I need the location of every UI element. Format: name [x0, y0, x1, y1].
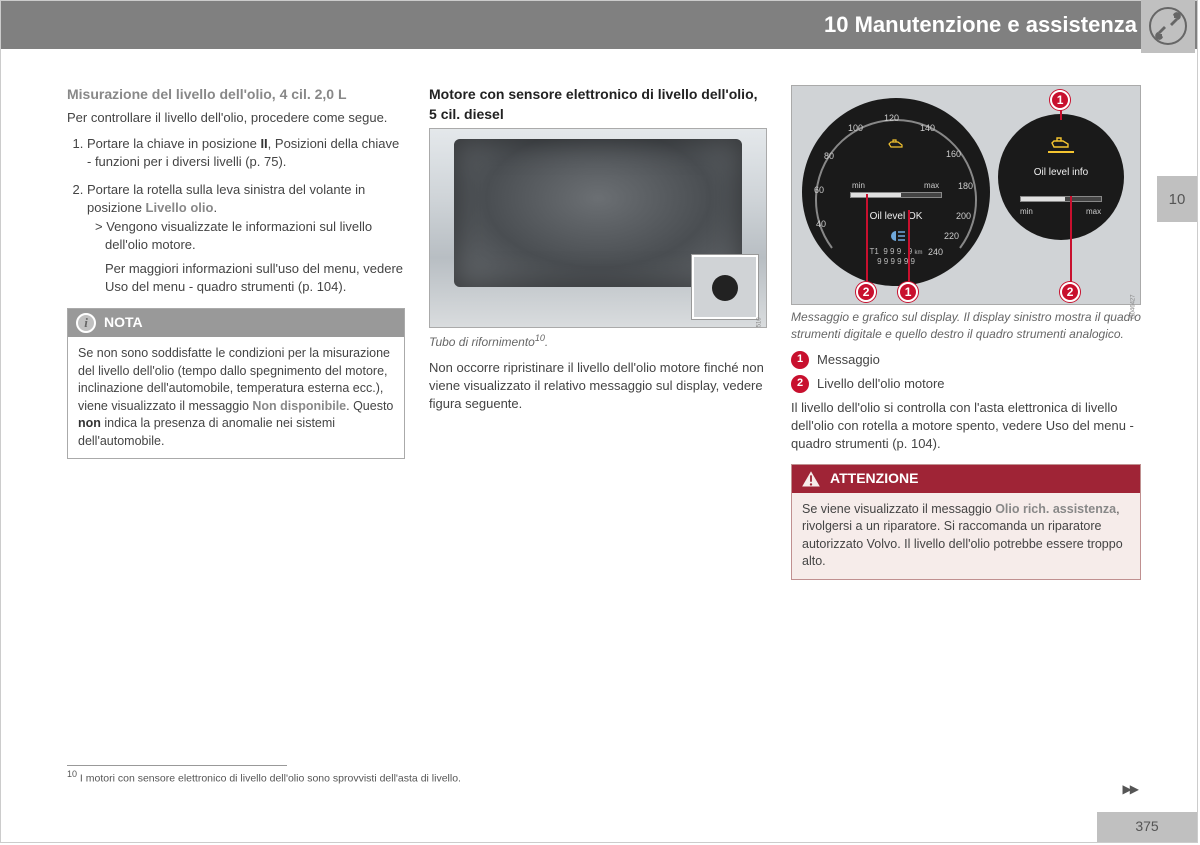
legend-num-1: 1: [791, 351, 809, 369]
engine-figure: G044510: [429, 128, 767, 328]
figure-code-2: G046427: [1130, 294, 1138, 319]
page-number-bar: 375: [1097, 812, 1197, 842]
chapter-title: 10 Manutenzione e assistenza: [824, 10, 1137, 41]
note-text-e: indica la presenza di anomalie nei siste…: [78, 416, 335, 448]
oil-wave: [1048, 151, 1074, 153]
warning-body: Se viene visualizzato il messaggio Olio …: [792, 493, 1140, 579]
oil-level-info: Oil level info: [998, 166, 1124, 180]
footnote: 10 I motori con sensore elettronico di l…: [67, 768, 461, 786]
filler-cap-inset: [692, 255, 758, 319]
step1-key: II: [260, 136, 267, 151]
content-columns: Misurazione del livello dell'olio, 4 cil…: [1, 49, 1197, 580]
step-2: Portare la rotella sulla leva sinistra d…: [87, 181, 405, 296]
step2-sub1: > Vengono visualizzate le informazioni s…: [87, 218, 405, 254]
warning-box: ATTENZIONE Se viene visualizzato il mess…: [791, 464, 1141, 580]
oilcan-icon-big: [888, 138, 904, 150]
gauge-caption: Messaggio e grafico sul display. Il disp…: [791, 309, 1141, 343]
digital-cluster-dial: 40 60 80 100 120 140 160 180 200 220 240…: [802, 98, 990, 286]
chapter-icon-wrap: [1141, 0, 1195, 53]
oil-level-ok: Oil level OK: [802, 210, 990, 224]
warn-text-b: Olio rich. assistenza: [995, 502, 1116, 516]
footnote-separator: [67, 765, 287, 766]
step2-text-c: .: [213, 200, 217, 215]
step1-text-a: Portare la chiave in posizione: [87, 136, 260, 151]
step2-text-a: Portare la rotella sulla leva sinistra d…: [87, 182, 365, 215]
trip: 9 9 9 9 9 9: [802, 256, 990, 267]
speed-160: 160: [946, 148, 961, 161]
speed-60: 60: [814, 184, 824, 197]
legend-2: 2 Livello dell'olio motore: [791, 375, 1141, 393]
speed-180: 180: [958, 180, 973, 193]
gauge-figure: 40 60 80 100 120 140 160 180 200 220 240…: [791, 85, 1141, 305]
small-min: min: [1020, 206, 1033, 217]
analog-cluster-dial: Oil level info min max: [998, 114, 1124, 240]
oilcan-icon-small: [1051, 136, 1071, 150]
callout-1-top: 1: [1050, 90, 1070, 110]
caption-dot: .: [545, 335, 548, 349]
continuation-arrows: ▶▶: [1123, 781, 1137, 798]
footnote-num: 10: [67, 769, 77, 779]
callout-1-left: 1: [898, 282, 918, 302]
note-text-d: non: [78, 416, 101, 430]
highbeam-icon: [886, 230, 906, 242]
caption-sup: 10: [535, 333, 545, 343]
big-min: min: [852, 180, 865, 191]
caption-text: Tubo di rifornimento: [429, 335, 535, 349]
page-number: 375: [1135, 817, 1158, 837]
note-text-c: . Questo: [346, 399, 393, 413]
side-tab: 10: [1157, 176, 1197, 222]
footnote-text: I motori con sensore elettronico di live…: [77, 772, 461, 784]
col1-heading: Misurazione del livello dell'olio, 4 cil…: [67, 85, 405, 105]
engine-caption: Tubo di rifornimento10.: [429, 332, 767, 351]
col3-para: Il livello dell'olio si controlla con l'…: [791, 399, 1141, 454]
column-2: Motore con sensore elettronico di livell…: [429, 85, 767, 580]
speed-220: 220: [944, 230, 959, 243]
line-b1: [908, 210, 910, 288]
small-max: max: [1086, 206, 1101, 217]
legend-num-2: 2: [791, 375, 809, 393]
maintenance-icon: [1148, 6, 1188, 46]
col2-para: Non occorre ripristinare il livello dell…: [429, 359, 767, 414]
note-title: NOTA: [104, 313, 143, 333]
trip-t1: T1: [870, 247, 879, 256]
col2-heading: Motore con sensore elettronico di livell…: [429, 85, 767, 124]
legend-1-text: Messaggio: [817, 351, 880, 369]
chapter-header: 10 Manutenzione e assistenza: [1, 1, 1197, 49]
speed-80: 80: [824, 150, 834, 163]
step2-link: Livello olio: [146, 200, 214, 215]
note-text-b: Non disponibile: [252, 399, 346, 413]
side-tab-number: 10: [1169, 189, 1186, 210]
column-3: 40 60 80 100 120 140 160 180 200 220 240…: [791, 85, 1141, 580]
figure-code-1: G044510: [756, 317, 764, 328]
legend-2-text: Livello dell'olio motore: [817, 375, 945, 393]
warning-header: ATTENZIONE: [792, 465, 1140, 493]
note-header: i NOTA: [68, 309, 404, 337]
page: 10 Manutenzione e assistenza 10 Misurazi…: [0, 0, 1198, 843]
col1-steps: Portare la chiave in posizione II, Posiz…: [67, 135, 405, 297]
callout-2-right: 2: [1060, 282, 1080, 302]
big-oil-bar: [850, 192, 942, 198]
step2-sub2: Per maggiori informazioni sull'uso del m…: [87, 260, 405, 296]
legend-1: 1 Messaggio: [791, 351, 1141, 369]
speed-100: 100: [848, 122, 863, 135]
callout-2-left: 2: [856, 282, 876, 302]
small-oil-bar: [1020, 196, 1102, 202]
speed-140: 140: [920, 122, 935, 135]
note-body: Se non sono soddisfatte le condizioni pe…: [68, 337, 404, 458]
note-box: i NOTA Se non sono soddisfatte le condiz…: [67, 308, 405, 459]
info-icon: i: [76, 313, 96, 333]
warning-title: ATTENZIONE: [830, 469, 918, 489]
column-1: Misurazione del livello dell'olio, 4 cil…: [67, 85, 405, 580]
big-max: max: [924, 180, 939, 191]
step-1: Portare la chiave in posizione II, Posiz…: [87, 135, 405, 171]
warning-icon: [800, 469, 822, 489]
line-s2: [1070, 196, 1072, 286]
col1-intro: Per controllare il livello dell'olio, pr…: [67, 109, 405, 127]
speed-120: 120: [884, 112, 899, 125]
warn-text-a: Se viene visualizzato il messaggio: [802, 502, 995, 516]
line-b2: [866, 194, 868, 288]
